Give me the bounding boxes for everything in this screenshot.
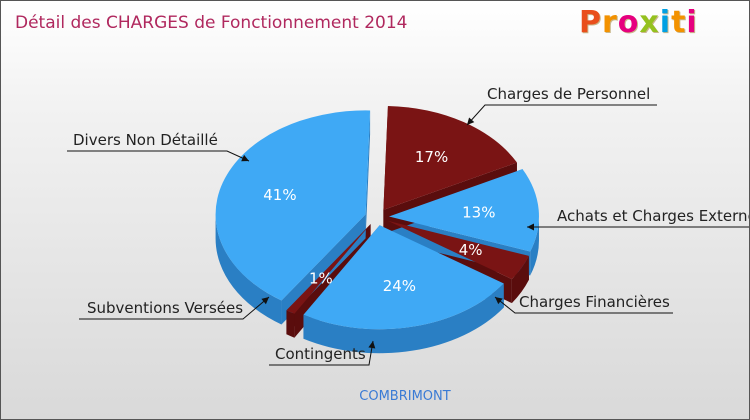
slice-wall-divers-non-detaille <box>365 110 371 239</box>
slice-charges-financieres <box>387 220 529 280</box>
logo-letter: r <box>602 5 618 40</box>
slice-side-charges-financieres <box>511 255 529 304</box>
leader-divers-non-detaille <box>67 150 250 162</box>
commune-name: COMBRIMONT <box>359 389 450 404</box>
leader-arrow-charges-financieres <box>495 297 503 305</box>
slice-labels: Charges de Personnel Achats et Charges Ex… <box>73 85 749 363</box>
pie-tops <box>215 105 539 330</box>
category-label-achats-et-charges-externes: Achats et Charges Externes <box>557 207 749 225</box>
logo-letter: P <box>579 5 602 40</box>
leader-arrow-achats-et-charges-externes <box>527 223 534 231</box>
label-leaders <box>67 104 749 366</box>
leader-contingents <box>269 340 374 366</box>
leader-subventions-versees <box>79 296 270 320</box>
pct-label-divers-non-detaille: 41% <box>263 186 296 204</box>
category-label-subventions-versees: Subventions Versées <box>87 299 243 317</box>
slice-subventions-versees <box>286 224 371 314</box>
slice-side-contingents <box>303 283 504 354</box>
slice-side-achats-et-charges-externes <box>530 216 539 276</box>
chart-title: Détail des CHARGES de Fonctionnement 201… <box>15 13 408 33</box>
leader-arrow-charges-de-personnel <box>467 117 475 125</box>
percent-labels: 17% 13% 4% 24% 1% 41% <box>263 148 495 295</box>
category-label-divers-non-detaille: Divers Non Détaillé <box>73 131 218 149</box>
leader-arrow-contingents <box>368 341 376 349</box>
slice-charges-de-personnel <box>383 105 517 210</box>
logo-letter: x <box>639 5 660 40</box>
slice-side-divers-non-detaille <box>215 214 282 325</box>
slice-contingents <box>303 225 504 330</box>
pct-label-charges-de-personnel: 17% <box>415 148 448 166</box>
leader-charges-financieres <box>494 296 673 314</box>
slice-side-subventions-versees <box>286 310 295 338</box>
category-label-charges-financieres: Charges Financières <box>519 293 670 311</box>
pct-label-achats-et-charges-externes: 13% <box>462 203 495 221</box>
logo-letter: i <box>686 5 698 40</box>
logo-letter: t <box>671 5 687 40</box>
slice-divers-non-detaille <box>215 110 371 301</box>
slice-achats-et-charges-externes <box>388 169 539 252</box>
pct-label-subventions-versees: 1% <box>309 270 333 288</box>
proxiti-logo: Proxiti <box>579 5 698 40</box>
leader-arrow-divers-non-detaille <box>241 154 249 162</box>
pct-label-charges-financieres: 4% <box>459 241 483 259</box>
logo-letter: o <box>617 5 640 40</box>
category-label-contingents: Contingents <box>275 345 366 363</box>
logo-letter: i <box>659 5 672 40</box>
category-label-charges-de-personnel: Charges de Personnel <box>487 85 650 103</box>
leader-charges-de-personnel <box>466 104 657 126</box>
leader-arrow-subventions-versees <box>261 297 269 305</box>
pct-label-contingents: 24% <box>383 277 416 295</box>
